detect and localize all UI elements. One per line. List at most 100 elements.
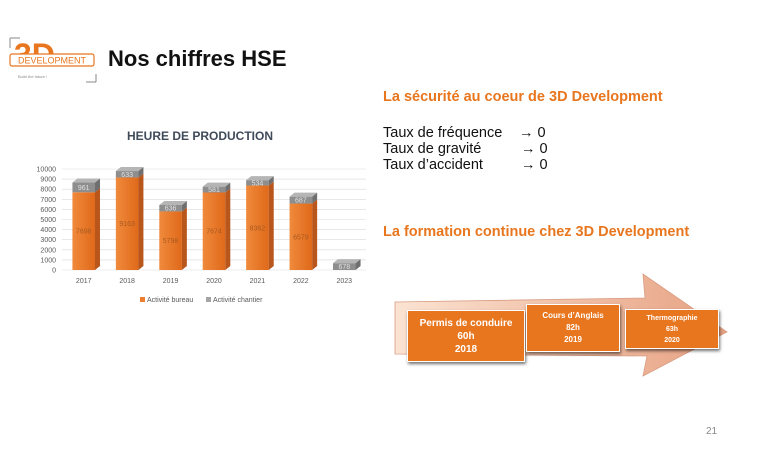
safety-rates: Taux de fréquence → 0 Taux de gravité → … [383, 125, 548, 173]
bar-top [332, 259, 361, 264]
bar-bureau [159, 211, 182, 270]
bar-chantier [115, 171, 139, 178]
rate-label: Taux de fréquence [383, 125, 503, 141]
y-tick-label: 8000 [40, 187, 56, 194]
company-logo: 3D DEVELOPMENT Build the future ! [8, 36, 98, 84]
bar-chantier-side [225, 182, 231, 193]
bar-top [289, 192, 318, 197]
rate-label: Taux d’accident [383, 157, 483, 173]
data-label-bureau: 7674 [206, 229, 222, 236]
bar-bureau-side [268, 181, 274, 270]
y-tick-label: 2000 [40, 247, 56, 254]
training-hours: 60h [457, 330, 475, 342]
training-section-title: La formation continue chez 3D Developmen… [383, 224, 690, 240]
bar-top [202, 182, 231, 187]
x-tick-label: 2022 [293, 278, 309, 285]
rate-severity: Taux de gravité → 0 [383, 141, 548, 157]
data-label-bureau: 5798 [163, 238, 179, 245]
data-label-chantier: 687 [295, 198, 307, 205]
bar-chantier [72, 182, 96, 193]
bar-chantier [202, 186, 226, 193]
rate-value: → 0 [519, 125, 546, 141]
bar-bureau-side [225, 188, 231, 270]
training-item-thermography: Thermographie 63h 2020 [625, 309, 719, 349]
bar-chantier [289, 196, 313, 204]
chart-title: HEURE DE PRODUCTION [127, 129, 273, 143]
x-tick-label: 2020 [206, 278, 222, 285]
training-name: Thermographie [646, 314, 698, 322]
training-hours: 63h [665, 325, 679, 333]
data-label-chantier: 581 [208, 187, 220, 194]
bar-top [246, 176, 274, 181]
slide-title: Nos chiffres HSE [108, 46, 287, 71]
logo-tagline: Build the future ! [18, 74, 47, 79]
data-label-chantier: 534 [252, 180, 264, 187]
training-item-english: Cours d’Anglais 82h 2019 [526, 304, 620, 352]
bar-chantier-side [312, 192, 318, 204]
legend-swatch [140, 297, 145, 302]
training-timeline: Permis de conduire 60h 2018 Cours d’Angl… [393, 272, 733, 382]
bar-bureau-side [312, 199, 318, 270]
legend-swatch [206, 297, 211, 302]
bar-chantier [332, 263, 356, 270]
bar-bureau [246, 185, 269, 270]
data-label-bureau: 7698 [76, 229, 92, 236]
bar-bureau-side [181, 207, 187, 270]
bar-chantier-side [355, 259, 361, 270]
x-tick-label: 2021 [250, 278, 266, 285]
x-tick-label: 2017 [76, 278, 92, 285]
y-tick-label: 9000 [40, 177, 56, 184]
rate-value: → 0 [521, 141, 548, 157]
data-label-chantier: 961 [78, 185, 90, 192]
bar-top [72, 178, 101, 183]
bar-bureau [289, 203, 313, 270]
legend-label: Activité chantier [213, 297, 263, 304]
y-tick-label: 7000 [40, 197, 56, 204]
data-label-bureau: 9163 [119, 221, 135, 228]
training-year: 2020 [664, 336, 680, 344]
x-tick-label: 2018 [119, 278, 135, 285]
training-name: Cours d’Anglais [542, 311, 604, 320]
y-tick-label: 3000 [40, 237, 56, 244]
bar-bureau [115, 177, 139, 270]
data-label-bureau: 6579 [293, 234, 309, 241]
y-tick-label: 1000 [40, 257, 56, 264]
training-year: 2018 [454, 343, 478, 355]
y-tick-label: 4000 [40, 227, 56, 234]
bar-top [115, 167, 144, 172]
safety-section-title: La sécurité au coeur de 3D Development [383, 89, 663, 105]
bar-chantier [159, 205, 182, 212]
rate-value: → 0 [521, 157, 548, 173]
bar-chantier-side [95, 178, 101, 193]
x-tick-label: 2019 [163, 278, 179, 285]
production-hours-chart: HEURE DE PRODUCTION 0 1000 2000 3000 4000 500… [37, 129, 366, 304]
training-hours: 82h [566, 323, 580, 332]
rate-frequency: Taux de fréquence → 0 [383, 125, 546, 141]
y-tick-label: 5000 [40, 217, 56, 224]
bar-bureau-side [95, 188, 101, 270]
rate-label: Taux de gravité [383, 141, 482, 157]
data-label-chantier: 636 [165, 206, 177, 213]
bar-chantier [246, 180, 269, 186]
page-number: 21 [706, 426, 718, 437]
data-label-chantier: 678 [338, 264, 350, 271]
y-tick-label: 6000 [40, 207, 56, 214]
data-label-chantier: 633 [121, 172, 133, 179]
bar-top [159, 201, 187, 206]
bar-bureau [202, 192, 226, 270]
y-tick-label: 0 [52, 268, 56, 275]
bar-chantier-side [268, 176, 274, 186]
y-tick-label: 10000 [37, 167, 57, 174]
rate-accident: Taux d’accident → 0 [383, 157, 548, 173]
bar-bureau [72, 192, 96, 270]
bar-chantier-side [181, 201, 187, 212]
legend-label: Activité bureau [147, 297, 193, 304]
bar-bureau-side [138, 173, 144, 270]
training-year: 2019 [564, 335, 582, 344]
training-item-driving: Permis de conduire 60h 2018 [407, 310, 525, 362]
data-label-bureau: 8362 [250, 225, 266, 232]
x-tick-label: 2023 [336, 278, 352, 285]
bar-chantier-side [138, 167, 144, 178]
training-name: Permis de conduire [419, 317, 513, 329]
logo-word: DEVELOPMENT [18, 56, 87, 66]
